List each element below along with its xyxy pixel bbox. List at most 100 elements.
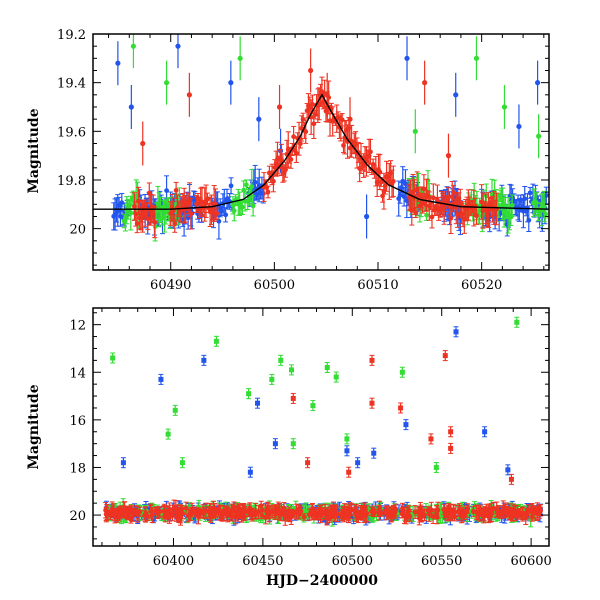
data-point <box>252 510 258 520</box>
data-point <box>212 510 218 519</box>
data-point <box>346 117 352 139</box>
model-curve <box>93 93 549 210</box>
data-point <box>103 507 109 522</box>
flare-data-point <box>290 392 296 404</box>
flare-data-point <box>448 442 454 454</box>
flare-data-point <box>433 461 439 473</box>
data-point <box>390 504 396 519</box>
data-point <box>250 195 256 217</box>
observation-series <box>140 48 452 178</box>
x-tick-label: 60490 <box>150 278 191 293</box>
data-point <box>239 199 245 216</box>
data-point <box>134 213 140 234</box>
data-point <box>464 505 470 518</box>
data-point <box>541 190 547 223</box>
bright-data-point <box>115 41 121 86</box>
data-point <box>306 508 312 521</box>
bright-data-point <box>140 121 146 166</box>
flare-data-point <box>369 354 375 366</box>
data-point <box>113 509 119 517</box>
bottom-x-axis-title: HJD−2400000 <box>266 573 378 589</box>
data-point <box>231 199 237 222</box>
data-point <box>456 505 462 517</box>
data-point <box>361 502 367 517</box>
data-point <box>298 506 304 516</box>
data-point <box>367 138 373 165</box>
data-point <box>214 207 220 220</box>
data-point <box>167 512 173 522</box>
flare-data-point <box>201 354 207 366</box>
data-point <box>345 506 351 519</box>
bright-data-point <box>516 104 522 149</box>
data-point <box>162 511 168 523</box>
data-point <box>228 177 234 195</box>
flare-data-point <box>399 366 405 378</box>
bright-data-point <box>186 72 192 117</box>
flare-data-point <box>448 426 454 438</box>
x-tick-label: 60400 <box>153 554 194 569</box>
data-point <box>448 202 454 234</box>
data-point <box>173 500 179 517</box>
flare-data-point <box>398 402 404 414</box>
flare-data-point <box>344 433 350 445</box>
flare-data-point <box>246 388 252 400</box>
data-point <box>317 504 323 521</box>
flare-data-point <box>346 466 352 478</box>
data-point <box>286 506 292 520</box>
flare-data-point <box>269 373 275 385</box>
data-point <box>301 513 307 521</box>
y-tick-label: 18 <box>69 461 86 476</box>
data-point <box>243 179 249 191</box>
plot-frame <box>92 33 550 271</box>
y-tick-label: 12 <box>69 319 86 334</box>
data-point <box>412 505 418 519</box>
bright-data-point <box>422 60 428 105</box>
data-point <box>384 505 390 517</box>
bright-data-point <box>237 36 243 81</box>
data-point <box>145 511 151 522</box>
bright-data-point <box>228 60 234 105</box>
bright-data-point <box>445 133 452 178</box>
data-point <box>326 80 332 115</box>
data-point <box>278 508 284 522</box>
y-tick-label: 19.8 <box>57 174 86 189</box>
x-tick-label: 60600 <box>510 554 551 569</box>
data-point <box>265 185 271 199</box>
data-point <box>513 510 519 518</box>
data-point <box>201 506 207 519</box>
x-tick-label: 60520 <box>461 278 502 293</box>
data-point <box>188 197 194 230</box>
bright-data-point <box>276 84 283 129</box>
bright-data-point <box>364 194 370 239</box>
data-point <box>370 505 376 516</box>
data-point <box>430 508 436 525</box>
plot-frame <box>92 307 550 547</box>
data-point <box>525 504 531 517</box>
flare-data-point <box>333 371 339 383</box>
data-point <box>249 168 255 205</box>
data-point <box>499 509 505 519</box>
data-point <box>149 507 155 524</box>
flare-data-point <box>428 433 434 445</box>
flare-data-point <box>305 457 311 469</box>
data-point <box>145 207 151 231</box>
data-point <box>434 505 440 517</box>
data-point <box>377 500 383 514</box>
bright-data-point <box>128 84 134 129</box>
data-point <box>237 508 243 516</box>
data-point <box>126 505 132 518</box>
flare-data-point <box>505 464 511 476</box>
data-point <box>399 509 405 519</box>
x-tick-label: 60500 <box>254 278 295 293</box>
data-point <box>488 503 494 518</box>
flare-data-point <box>110 352 116 364</box>
y-tick-label: 16 <box>69 414 86 429</box>
bright-data-point <box>536 114 542 159</box>
data-point <box>348 502 354 516</box>
data-point <box>418 513 424 521</box>
flare-data-point <box>247 466 253 478</box>
data-point <box>259 511 265 520</box>
flare-data-point <box>355 457 361 469</box>
flare-data-point <box>165 428 171 440</box>
